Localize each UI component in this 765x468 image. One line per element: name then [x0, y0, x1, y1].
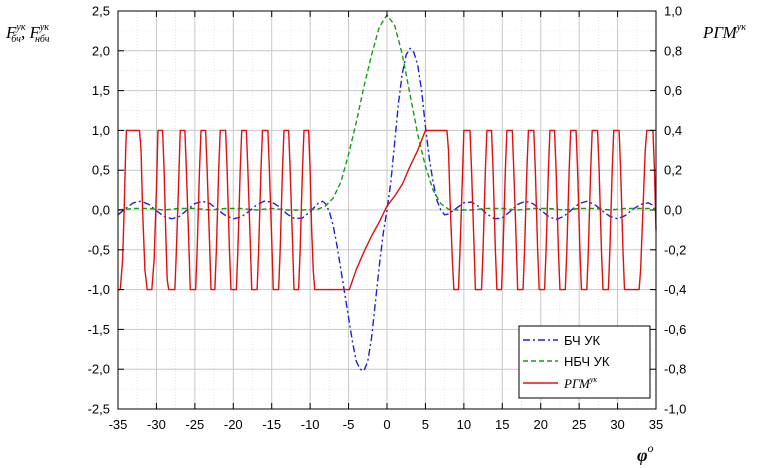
y-right-tick-label: 0,4	[664, 123, 682, 138]
y-right-tick-label: 0,0	[664, 203, 682, 218]
series-line-0	[117, 47, 657, 372]
axis-ticks: -35 -30 -25 -20 -15 -10 -5 0 5 10 15 20 25 30 35 -2,5 -2…	[88, 4, 687, 433]
y-left-tick-label: 1,0	[92, 123, 110, 138]
y-left-tick-label: -2,5	[88, 402, 110, 417]
legend-label-bch: БЧ УК	[564, 333, 600, 348]
y-left-axis-title: Fук бч, Fук нбч	[5, 22, 50, 45]
y-left-tick-label: 0,0	[92, 203, 110, 218]
x-tick-label: -5	[343, 417, 355, 432]
y-left-tick-label: 0,5	[92, 163, 110, 178]
y-left-tick-label: 2,5	[92, 4, 110, 19]
x-tick-label: 30	[610, 417, 624, 432]
x-tick-label: 25	[572, 417, 586, 432]
legend: БЧ УК НБЧ УК РГМук	[518, 325, 651, 399]
y-right-tick-label: -0,4	[664, 282, 686, 297]
x-tick-label: -25	[185, 417, 204, 432]
y-right-tick-label: -0,8	[664, 362, 686, 377]
y-right-tick-label: 0,2	[664, 163, 682, 178]
x-tick-label: 20	[533, 417, 547, 432]
x-tick-label: -10	[301, 417, 320, 432]
x-tick-label: 15	[495, 417, 509, 432]
y-right-tick-label: 0,6	[664, 83, 682, 98]
y-left-tick-label: -1,0	[88, 282, 110, 297]
x-tick-label: 5	[422, 417, 429, 432]
x-tick-label: 35	[649, 417, 663, 432]
x-tick-label: -15	[262, 417, 281, 432]
x-axis-title: φo	[637, 441, 654, 465]
x-tick-label: 10	[457, 417, 471, 432]
series-line-2	[118, 129, 657, 291]
y-left-tick-label: -2,0	[88, 362, 110, 377]
y-left-tick-label: -1,5	[88, 322, 110, 337]
x-tick-label: -30	[147, 417, 166, 432]
y-right-axis-title: РГМук	[702, 22, 746, 42]
y-right-tick-label: -0,2	[664, 242, 686, 257]
y-right-tick-label: 0,8	[664, 43, 682, 58]
y-left-tick-label: 1,5	[92, 83, 110, 98]
y-right-tick-label: -1,0	[664, 402, 686, 417]
y-right-tick-label: 1,0	[664, 4, 682, 19]
y-right-tick-label: -0,6	[664, 322, 686, 337]
x-tick-label: 0	[383, 417, 390, 432]
x-tick-label: -20	[224, 417, 243, 432]
x-tick-label: -35	[109, 417, 128, 432]
y-left-tick-label: -0,5	[88, 242, 110, 257]
legend-label-nbch: НБЧ УК	[564, 354, 610, 369]
legend-box	[518, 325, 651, 399]
y-left-tick-label: 2,0	[92, 43, 110, 58]
legend-label-rgm: РГМук	[563, 375, 597, 391]
